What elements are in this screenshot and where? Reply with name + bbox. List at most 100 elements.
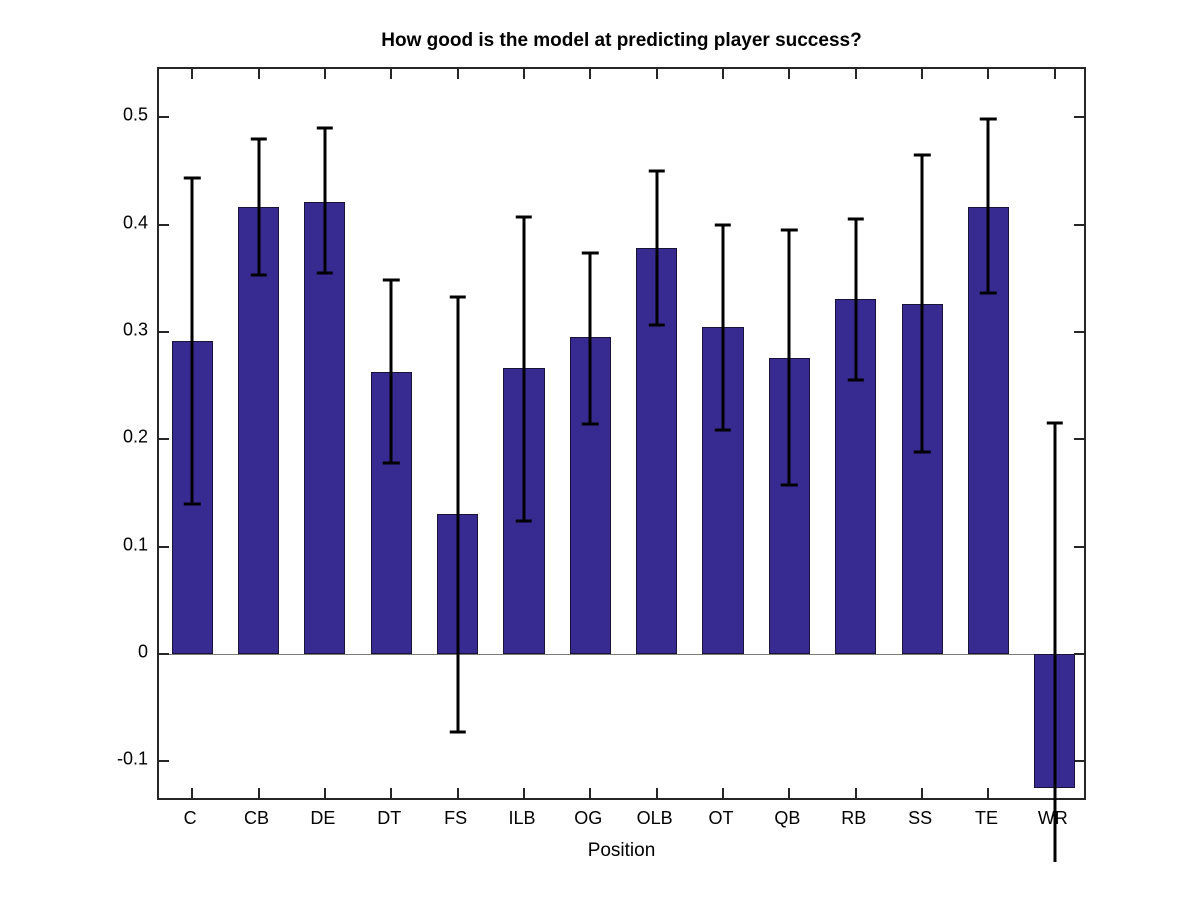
error-bar-cap-upper [913, 153, 931, 157]
error-bar-cap-lower [714, 428, 732, 432]
error-bar-cap-upper [250, 137, 267, 141]
error-bar-cap-lower [183, 502, 201, 506]
y-axis-tick-mark [159, 116, 169, 119]
x-axis-tick-mark-top [722, 69, 725, 79]
y-axis-tick-label: 0.3 [122, 319, 148, 340]
x-axis-tick-label: OLB [636, 808, 673, 828]
chart-title: How good is the model at predicting play… [381, 30, 862, 51]
error-bar-line [190, 178, 194, 504]
error-bar-line [920, 154, 924, 453]
error-bar-cap-upper [383, 278, 400, 282]
x-axis-label: Position [587, 840, 656, 861]
x-axis-tick-mark-top [390, 69, 393, 79]
error-bar-cap-upper [714, 223, 732, 227]
x-axis-tick-mark [788, 788, 791, 798]
y-axis-tick-mark [159, 223, 169, 226]
error-bar-cap-upper [980, 117, 997, 121]
error-bar-cap-lower [250, 273, 267, 277]
y-axis-tick-mark [159, 760, 169, 763]
x-axis-tick-label: TE [974, 808, 998, 828]
x-axis-tick-mark [390, 788, 393, 798]
error-bar-cap-lower [648, 323, 665, 327]
x-axis-tick-label: FS [444, 808, 468, 828]
error-bar-cap-lower [515, 519, 533, 523]
error-bar-cap-lower [383, 461, 400, 465]
error-bar-cap-lower [847, 378, 864, 382]
error-bar-line [323, 128, 327, 273]
y-axis-tick-mark [159, 652, 169, 655]
y-axis-tick-label: 0.5 [122, 104, 148, 125]
y-axis-tick-mark-right [1074, 545, 1084, 548]
x-axis-tick-mark-top [921, 69, 924, 79]
x-axis-tick-mark [722, 788, 725, 798]
y-axis-tick-mark [159, 438, 169, 441]
y-axis-tick-label: 0.2 [122, 426, 148, 447]
error-bar-line [854, 219, 858, 381]
y-axis-tick-mark-right [1074, 760, 1084, 763]
x-axis-tick-mark [987, 788, 990, 798]
x-axis-tick-label: RB [841, 808, 867, 828]
y-axis-tick-mark-right [1074, 116, 1084, 119]
x-axis-tick-mark-top [522, 69, 525, 79]
y-axis-tick-mark [159, 330, 169, 333]
x-axis-tick-mark [257, 788, 260, 798]
error-bar-cap-upper [316, 126, 334, 130]
error-bar-cap-upper [515, 215, 533, 219]
x-axis-tick-mark-top [655, 69, 658, 79]
y-axis-tick-mark [159, 545, 169, 548]
error-bar-cap-lower [449, 730, 466, 734]
error-bar-cap-lower [913, 450, 931, 454]
error-bar-line [588, 252, 592, 425]
error-bar-cap-upper [1046, 421, 1064, 425]
error-bar-line [1053, 423, 1057, 862]
x-axis-tick-label: DE [310, 808, 336, 828]
error-bar-cap-lower [582, 422, 599, 426]
plot-area [157, 67, 1086, 862]
x-axis-tick-mark-top [257, 69, 260, 79]
error-bar-line [257, 138, 261, 276]
x-axis-tick-label: WR [1037, 808, 1068, 828]
error-bar-line [389, 280, 393, 463]
x-axis-tick-mark [323, 788, 326, 798]
y-axis-tick-mark-right [1074, 223, 1084, 226]
x-axis-tick-mark [456, 788, 459, 798]
y-axis-tick-label: 0 [137, 641, 148, 662]
error-bar-cap-upper [781, 228, 798, 232]
x-axis-tick-label: OT [708, 808, 734, 828]
zero-line [159, 653, 1084, 655]
x-axis-tick-mark [522, 788, 525, 798]
error-bar-line [655, 170, 659, 326]
x-axis-tick-label: C [183, 808, 197, 828]
y-axis-tick-mark-right [1074, 652, 1084, 655]
bar [304, 202, 346, 654]
error-bar-cap-lower [980, 291, 997, 295]
error-bar-line [721, 224, 725, 430]
error-bar-cap-lower [781, 483, 798, 487]
x-axis-tick-mark [191, 788, 194, 798]
y-axis-tick-label: 0.1 [122, 534, 148, 555]
y-axis-tick-label: -0.1 [116, 748, 148, 769]
error-bar-cap-upper [847, 217, 864, 221]
x-axis-tick-mark-top [788, 69, 791, 79]
x-axis-tick-label: QB [774, 808, 801, 828]
error-bar-cap-upper [648, 169, 665, 173]
plot-inner [159, 69, 1084, 862]
x-axis-tick-label: CB [244, 808, 270, 828]
error-bar-line [787, 229, 791, 486]
y-axis-tick-label: 0.4 [122, 212, 148, 233]
y-axis-tick-mark-right [1074, 438, 1084, 441]
bar [237, 207, 280, 654]
x-axis-tick-mark-top [323, 69, 326, 79]
x-axis-tick-mark-top [589, 69, 592, 79]
x-axis-tick-mark-top [854, 69, 857, 79]
x-axis-tick-mark-top [1053, 69, 1056, 79]
x-axis-tick-mark-top [456, 69, 459, 79]
x-axis-tick-label: DT [377, 808, 402, 828]
x-axis-tick-mark-top [191, 69, 194, 79]
y-axis-tick-mark-right [1074, 330, 1084, 333]
x-axis-tick-mark [921, 788, 924, 798]
error-bar-cap-upper [582, 251, 599, 255]
error-bar-cap-upper [449, 295, 466, 299]
error-bar-line [522, 217, 526, 521]
